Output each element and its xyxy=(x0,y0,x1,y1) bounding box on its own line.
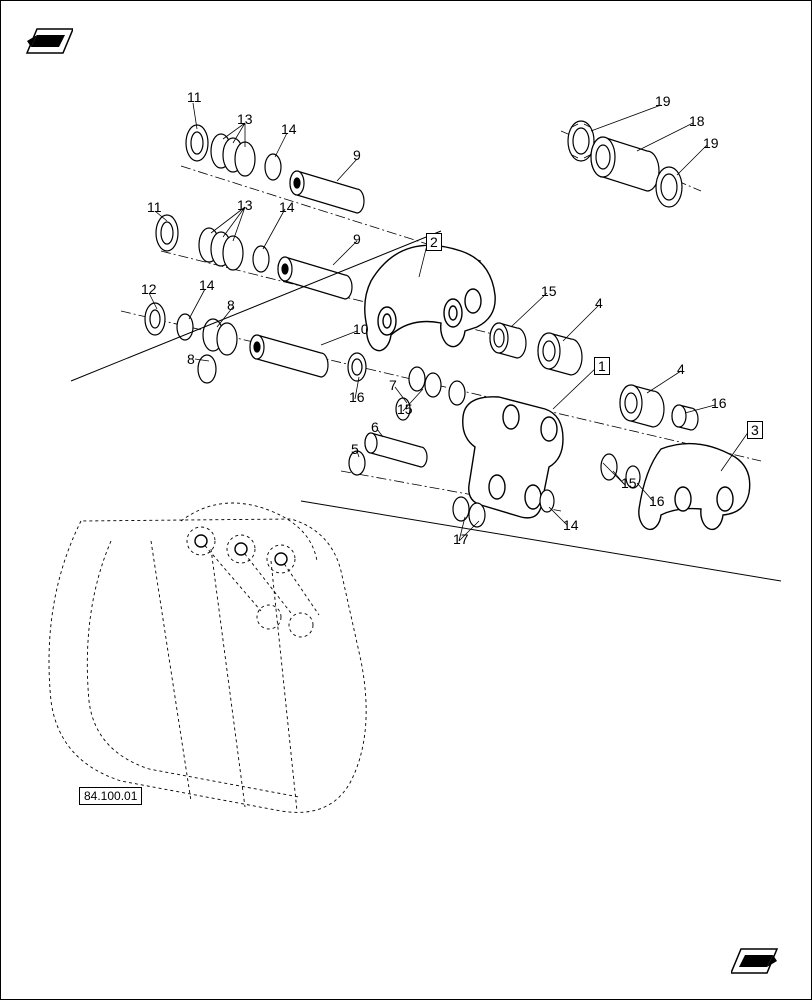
exploded-view-drawing xyxy=(1,1,812,1000)
callout-3: 3 xyxy=(747,421,763,439)
callout-5: 5 xyxy=(351,441,359,457)
callout-13b: 13 xyxy=(237,197,253,213)
callout-11b: 11 xyxy=(147,199,162,215)
callout-13a: 13 xyxy=(237,111,253,127)
callout-12: 12 xyxy=(141,281,157,297)
assembly-reference-label: 84.100.01 xyxy=(79,787,142,805)
callout-10: 10 xyxy=(353,321,369,337)
callout-8b: 8 xyxy=(187,351,195,367)
callout-6: 6 xyxy=(371,419,379,435)
callout-11: 11 xyxy=(187,89,202,105)
callout-16c: 16 xyxy=(649,493,665,509)
diagram-page: 1113149191819111314921214810815414161576… xyxy=(0,0,812,1000)
callout-16b: 16 xyxy=(711,395,727,411)
callout-14b: 14 xyxy=(279,199,295,215)
callout-14d: 14 xyxy=(563,517,579,533)
callout-8a: 8 xyxy=(227,297,235,313)
callout-14c: 14 xyxy=(199,277,215,293)
callout-19b: 19 xyxy=(703,135,719,151)
callout-1: 1 xyxy=(594,357,610,375)
callout-4a: 4 xyxy=(595,295,603,311)
callout-7: 7 xyxy=(389,377,397,393)
callout-15b: 15 xyxy=(397,401,413,417)
callout-17: 17 xyxy=(453,531,469,547)
callout-19a: 19 xyxy=(655,93,671,109)
callout-4b: 4 xyxy=(677,361,685,377)
callout-9a: 9 xyxy=(353,147,361,163)
callout-18: 18 xyxy=(689,113,705,129)
callout-2: 2 xyxy=(426,233,442,251)
callout-16a: 16 xyxy=(349,389,365,405)
callout-15c: 15 xyxy=(621,475,637,491)
callout-9b: 9 xyxy=(353,231,361,247)
callout-15a: 15 xyxy=(541,283,557,299)
callout-14a: 14 xyxy=(281,121,297,137)
